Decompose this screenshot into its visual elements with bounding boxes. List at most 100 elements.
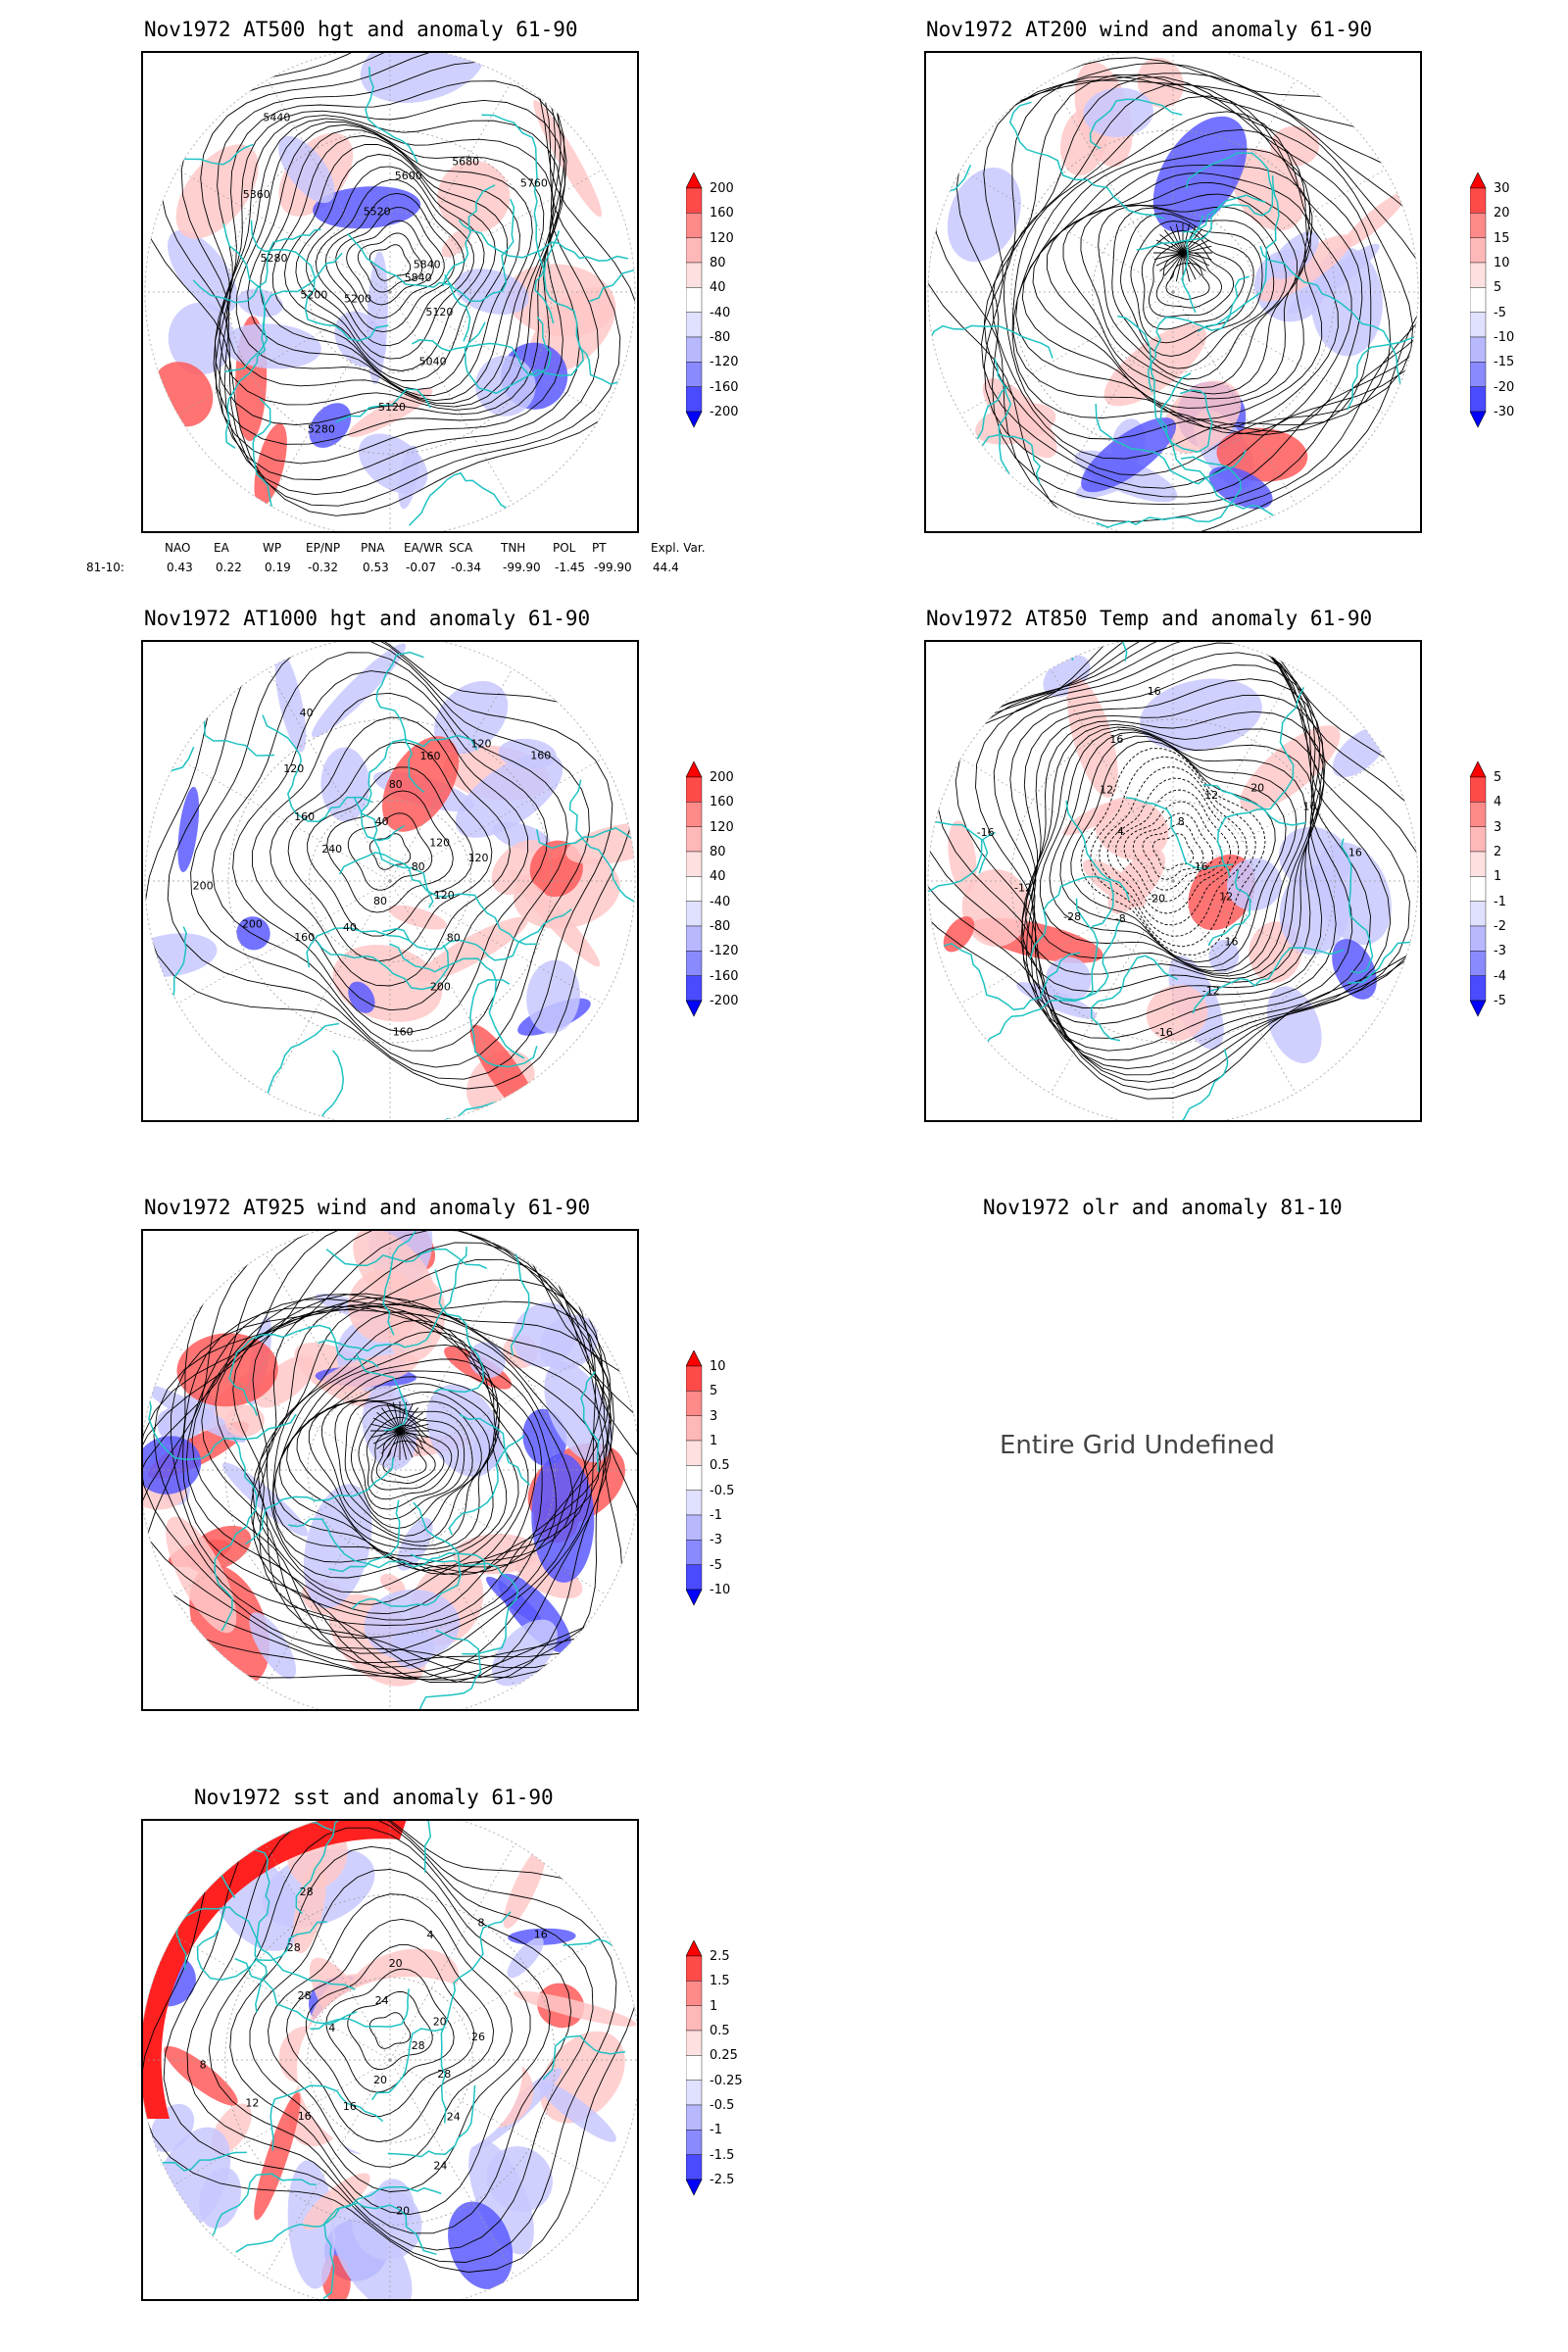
coastline — [338, 852, 538, 946]
colorbar-band — [1470, 776, 1487, 803]
coastline — [262, 714, 373, 823]
colorbar-label: 5 — [1494, 280, 1502, 296]
coastline — [1216, 686, 1305, 877]
contour-line — [225, 118, 555, 408]
coastline — [1117, 315, 1213, 453]
coastline — [433, 1269, 485, 1394]
index-value: -0.34 — [451, 561, 482, 574]
anomaly-region — [166, 1516, 237, 1634]
colorbar-band — [686, 1365, 703, 1392]
streamline — [252, 1309, 601, 1621]
meridian — [389, 291, 603, 416]
coastline — [277, 1050, 345, 1120]
meridian — [960, 758, 1174, 882]
anomaly-region — [168, 229, 238, 314]
anomaly-region — [199, 2167, 242, 2229]
meridian — [177, 291, 391, 416]
contour-label: 24 — [447, 2110, 461, 2123]
contour-label: 20 — [1250, 782, 1264, 795]
colorbar-label: 3 — [710, 1408, 718, 1424]
meridian — [960, 880, 1174, 1004]
contour-label: 40 — [300, 707, 314, 719]
colorbar-scale — [1470, 172, 1487, 428]
contour-label: 20 — [396, 2205, 410, 2218]
contour-label: 120 — [468, 852, 489, 864]
anomaly-region — [391, 1625, 435, 1669]
index-header: NAO — [165, 541, 191, 555]
index-header: EA/WR — [404, 541, 444, 555]
colorbar-label: -1.5 — [710, 2147, 735, 2163]
coastline — [389, 943, 525, 1059]
colorbar-label: -1 — [710, 2123, 722, 2138]
streamline — [1169, 225, 1184, 254]
colorbar-bottom-arrow — [686, 1589, 703, 1606]
contour-line — [305, 1944, 475, 2117]
anomaly-region — [1266, 986, 1322, 1063]
contour-label: 80 — [389, 778, 403, 791]
contour-label: 5600 — [395, 170, 422, 182]
index-value: -0.32 — [308, 561, 339, 574]
contour-line — [1039, 729, 1307, 974]
coastline — [1065, 800, 1130, 901]
map-at850: 16 12 16 -12 -16 -20 -8 -28 -12 -16 4 12 16 16 8 12 20 16… — [924, 640, 1422, 1122]
streamline — [344, 1400, 473, 1529]
streamline — [1021, 148, 1323, 420]
anomaly-region — [513, 1990, 637, 2027]
anomaly-region — [348, 981, 375, 1013]
coastline — [1147, 275, 1250, 393]
anomaly-region — [982, 377, 1057, 459]
map-at500: 5840 5120 5040 5120 5280 5200 5200 5280 5360 5440… — [141, 51, 639, 533]
colorbar-label: 80 — [710, 845, 726, 859]
contour-label: 200 — [242, 918, 263, 931]
panel-title-at500: Nov1972 AT500 hgt and anomaly 61-90 — [144, 18, 578, 41]
coastline — [235, 2185, 442, 2253]
colorbar-scale — [686, 1940, 703, 2196]
anomaly-region — [507, 1937, 544, 1979]
index-header: WP — [263, 541, 282, 555]
contour-label: 240 — [321, 843, 342, 856]
coastline — [444, 198, 515, 302]
coastline — [1090, 955, 1179, 1042]
panel-title-olr: Nov1972 olr and anomaly 81-10 — [983, 1196, 1343, 1219]
coastline — [387, 2084, 476, 2158]
coastline — [347, 232, 471, 342]
anomaly-region — [1231, 148, 1305, 231]
streamline — [399, 1430, 414, 1458]
index-header: EP/NP — [306, 541, 341, 555]
latitude-circle — [309, 800, 471, 962]
map-svg-at925 — [143, 1231, 637, 1709]
index-header: POL — [553, 541, 576, 555]
anomaly-region — [508, 1928, 576, 1945]
streamline — [932, 62, 1418, 522]
anomaly-region — [1146, 985, 1208, 1042]
colorbar-band — [686, 287, 703, 313]
contour-label: 5520 — [364, 206, 391, 219]
colorbar-label: 10 — [1494, 256, 1510, 270]
map-boundary — [927, 53, 1419, 531]
anomaly-region — [947, 167, 1021, 263]
meridian — [1172, 668, 1297, 882]
colorbar-label: 1 — [1494, 869, 1502, 885]
colorbar-top-arrow — [686, 1350, 703, 1367]
streamline — [375, 1433, 436, 1484]
streamline — [376, 1430, 401, 1450]
contour-line — [143, 1821, 637, 2273]
index-value: 0.43 — [167, 561, 193, 574]
coastline — [446, 1101, 552, 1120]
coastline — [335, 388, 431, 423]
streamline — [1004, 83, 1372, 440]
contour-label: 4 — [1117, 825, 1124, 838]
contour-line — [1059, 735, 1287, 968]
colorbar-scale — [686, 761, 703, 1017]
meridian — [1172, 880, 1386, 1004]
colorbar-scale — [686, 1350, 703, 1606]
contour-label: 120 — [434, 889, 455, 902]
contour-line — [208, 1827, 572, 2234]
colorbar-band — [686, 1514, 703, 1541]
colorbar-band — [686, 876, 703, 902]
contour-label: 160 — [530, 749, 551, 761]
streamline — [1163, 252, 1184, 276]
panel-title-at850: Nov1972 AT850 Temp and anomaly 61-90 — [926, 607, 1373, 630]
streamline — [1163, 229, 1184, 254]
contour-line — [159, 53, 621, 507]
